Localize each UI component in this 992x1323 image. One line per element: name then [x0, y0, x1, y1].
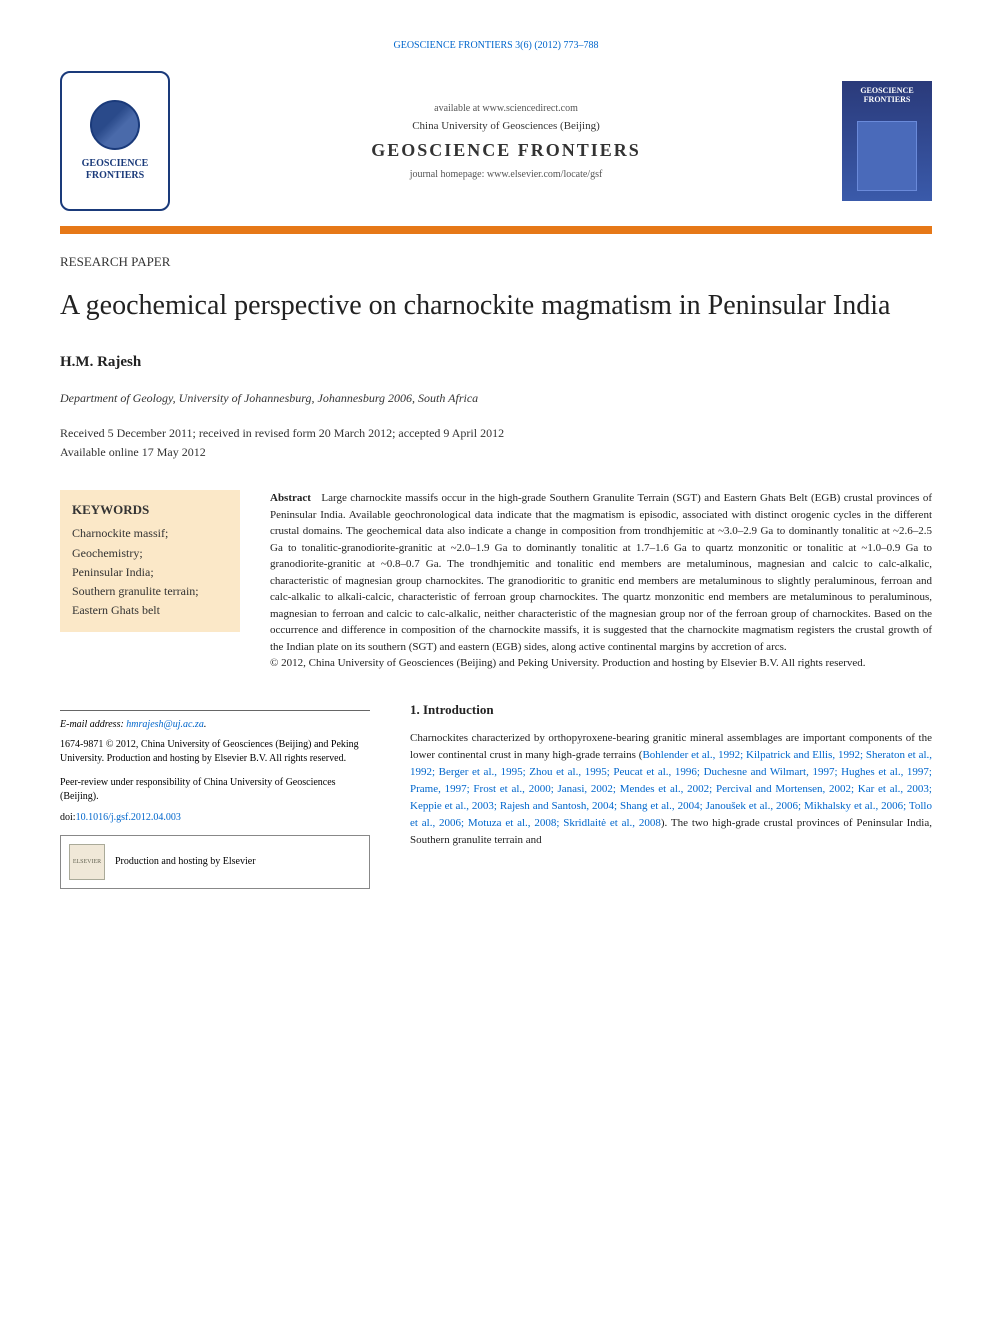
elsevier-text: Production and hosting by Elsevier	[115, 856, 256, 867]
doi-link[interactable]: 10.1016/j.gsf.2012.04.003	[76, 812, 181, 823]
header-center: available at www.sciencedirect.com China…	[190, 103, 822, 180]
journal-name: GEOSCIENCE FRONTIERS	[190, 140, 822, 161]
issn-line: 1674-9871 © 2012, China University of Ge…	[60, 738, 370, 766]
doi-line: doi:10.1016/j.gsf.2012.04.003	[60, 812, 370, 823]
elsevier-logo-icon: ELSEVIER	[69, 844, 105, 880]
journal-header: GEOSCIENCE FRONTIERS available at www.sc…	[60, 71, 932, 211]
logo-text: GEOSCIENCE FRONTIERS	[82, 158, 149, 182]
abstract-label: Abstract	[270, 492, 311, 504]
university-text: China University of Geosciences (Beijing…	[190, 120, 822, 132]
abstract-body: Large charnockite massifs occur in the h…	[270, 492, 932, 653]
keyword-item: Peninsular India;	[72, 563, 228, 582]
globe-icon	[90, 100, 140, 150]
article-title: A geochemical perspective on charnockite…	[60, 288, 932, 324]
email-line: E-mail address: hmrajesh@uj.ac.za.	[60, 719, 370, 730]
email-link[interactable]: hmrajesh@uj.ac.za	[126, 719, 204, 730]
cover-image	[857, 121, 917, 191]
keyword-item: Southern granulite terrain;	[72, 582, 228, 601]
keywords-box: KEYWORDS Charnockite massif; Geochemistr…	[60, 490, 240, 632]
paper-type: RESEARCH PAPER	[60, 254, 932, 270]
lower-section: E-mail address: hmrajesh@uj.ac.za. 1674-…	[60, 702, 932, 889]
keyword-item: Geochemistry;	[72, 544, 228, 563]
article-avail-date: Available online 17 May 2012	[60, 445, 932, 460]
abstract-text: Abstract Large charnockite massifs occur…	[270, 490, 932, 672]
email-label: E-mail address:	[60, 719, 124, 730]
elsevier-box: ELSEVIER Production and hosting by Elsev…	[60, 835, 370, 889]
availability-text: available at www.sciencedirect.com	[190, 103, 822, 114]
abstract-copyright: © 2012, China University of Geosciences …	[270, 657, 866, 669]
introduction-heading: 1. Introduction	[410, 702, 932, 718]
peer-review-line: Peer-review under responsibility of Chin…	[60, 776, 370, 804]
author-affiliation: Department of Geology, University of Joh…	[60, 391, 932, 406]
separator-bar	[60, 226, 932, 234]
journal-cover: GEOSCIENCE FRONTIERS	[842, 81, 932, 201]
keyword-item: Eastern Ghats belt	[72, 601, 228, 620]
footer-left-column: E-mail address: hmrajesh@uj.ac.za. 1674-…	[60, 702, 370, 889]
homepage-text: journal homepage: www.elsevier.com/locat…	[190, 169, 822, 180]
keyword-item: Charnockite massif;	[72, 524, 228, 543]
abstract-section: KEYWORDS Charnockite massif; Geochemistr…	[60, 490, 932, 672]
introduction-text: Charnockites characterized by orthopyrox…	[410, 730, 932, 849]
keywords-title: KEYWORDS	[72, 502, 228, 518]
author-name: H.M. Rajesh	[60, 354, 932, 371]
journal-logo-left: GEOSCIENCE FRONTIERS	[60, 71, 170, 211]
cover-title: GEOSCIENCE FRONTIERS	[846, 87, 928, 105]
divider	[60, 710, 370, 711]
journal-reference: GEOSCIENCE FRONTIERS 3(6) (2012) 773–788	[60, 40, 932, 51]
introduction-column: 1. Introduction Charnockites characteriz…	[410, 702, 932, 889]
doi-prefix: doi:	[60, 812, 76, 823]
article-dates: Received 5 December 2011; received in re…	[60, 426, 932, 441]
